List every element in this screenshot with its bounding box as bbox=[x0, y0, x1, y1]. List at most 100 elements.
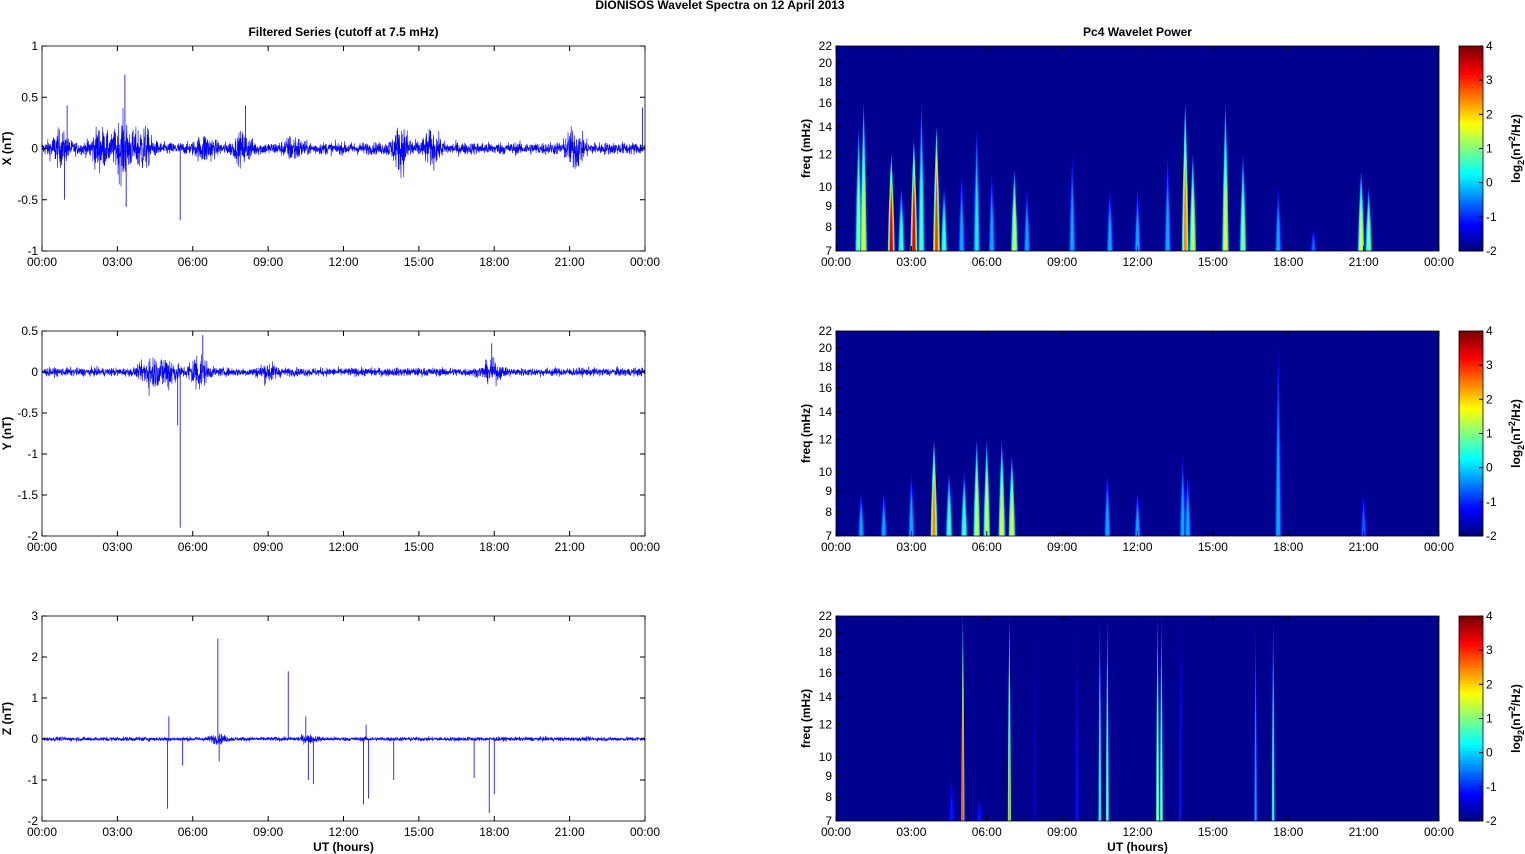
y-tick-label: 8 bbox=[825, 220, 832, 234]
colorbar-segment bbox=[1459, 190, 1483, 194]
x-tick-label: 06:00 bbox=[972, 540, 1002, 554]
colorbar-segment bbox=[1459, 183, 1483, 188]
colorbar-segment bbox=[1459, 455, 1483, 460]
colorbar-segment bbox=[1459, 801, 1483, 806]
colorbar-segment bbox=[1459, 699, 1483, 703]
colorbar-segment bbox=[1459, 465, 1483, 470]
colorbar-segment bbox=[1459, 356, 1483, 361]
x-tick-label: 09:00 bbox=[1047, 540, 1077, 554]
x-tick-label: 15:00 bbox=[404, 825, 434, 839]
colorbar-segment bbox=[1459, 702, 1483, 707]
x-tick-label: 00:00 bbox=[27, 825, 57, 839]
power-blob bbox=[1008, 693, 1011, 821]
x-axis-label: UT (hours) bbox=[313, 840, 374, 854]
x-tick-label: 06:00 bbox=[178, 825, 208, 839]
x-tick-label: 00:00 bbox=[1424, 540, 1454, 554]
colorbar-segment bbox=[1459, 116, 1483, 121]
colorbar-segment bbox=[1459, 430, 1483, 434]
colorbar-tick-label: -1 bbox=[1486, 495, 1497, 509]
y-axis-label: freq (mHz) bbox=[799, 689, 813, 748]
colorbar-segment bbox=[1459, 628, 1483, 633]
colorbar-segment bbox=[1459, 218, 1483, 223]
x-tick-label: 18:00 bbox=[479, 540, 509, 554]
colorbar-segment bbox=[1459, 462, 1483, 467]
y-tick-label: 10 bbox=[819, 465, 833, 479]
colorbar-segment bbox=[1459, 760, 1483, 764]
colorbar-segment bbox=[1459, 414, 1483, 418]
y-tick-label: 7 bbox=[825, 814, 832, 828]
colorbar-tick-label: -1 bbox=[1486, 780, 1497, 794]
colorbar-segment bbox=[1459, 395, 1483, 399]
power-blobs bbox=[948, 616, 1275, 821]
colorbar-segment bbox=[1459, 648, 1483, 652]
power-blob bbox=[990, 201, 994, 251]
colorbar-segment bbox=[1459, 417, 1483, 422]
y-tick-label: 8 bbox=[825, 790, 832, 804]
y-tick-label: 10 bbox=[819, 180, 833, 194]
colorbar-segment bbox=[1459, 532, 1483, 537]
y-tick-label: -1 bbox=[27, 773, 38, 787]
colorbar-tick-label: 2 bbox=[1486, 107, 1493, 121]
colorbar-segment bbox=[1459, 782, 1483, 787]
colorbar-segment bbox=[1459, 721, 1483, 726]
colorbar-segment bbox=[1459, 382, 1483, 386]
colorbar-segment bbox=[1459, 241, 1483, 246]
colorbar-segment bbox=[1459, 347, 1483, 351]
colorbar-segment bbox=[1459, 81, 1483, 85]
colorbar-segment bbox=[1459, 148, 1483, 153]
colorbar-tick-label: 2 bbox=[1486, 677, 1493, 691]
colorbar-segment bbox=[1459, 52, 1483, 57]
colorbar-segment bbox=[1459, 170, 1483, 175]
colorbar-segment bbox=[1459, 340, 1483, 345]
colorbar-segment bbox=[1459, 90, 1483, 95]
y-tick-label: 7 bbox=[825, 529, 832, 543]
colorbar-segment bbox=[1459, 772, 1483, 777]
x-tick-label: 15:00 bbox=[1198, 825, 1228, 839]
colorbar-segment bbox=[1459, 55, 1483, 60]
power-blob bbox=[1106, 693, 1109, 821]
power-blob bbox=[859, 508, 863, 536]
colorbar-segment bbox=[1459, 420, 1483, 425]
colorbar-segment bbox=[1459, 500, 1483, 505]
colorbar-segment bbox=[1459, 513, 1483, 518]
y-tick-label: 0.5 bbox=[21, 324, 38, 338]
colorbar-segment bbox=[1459, 206, 1483, 210]
colorbar-segment bbox=[1459, 734, 1483, 739]
x-tick-label: 03:00 bbox=[896, 540, 926, 554]
x-tick-label: 03:00 bbox=[896, 255, 926, 269]
power-blob bbox=[1025, 211, 1029, 251]
colorbar-segment bbox=[1459, 423, 1483, 428]
x-tick-label: 09:00 bbox=[1047, 825, 1077, 839]
colorbar-segment bbox=[1459, 638, 1483, 643]
colorbar-segment bbox=[1459, 132, 1483, 137]
y-axis-label: freq (mHz) bbox=[799, 119, 813, 178]
y-tick-label: 20 bbox=[819, 341, 833, 355]
panel-title: Pc4 Wavelet Power bbox=[1083, 25, 1192, 39]
colorbar-segment bbox=[1459, 129, 1483, 133]
colorbar-tick-label: 3 bbox=[1486, 643, 1493, 657]
x-tick-label: 12:00 bbox=[1122, 255, 1152, 269]
y-tick-label: 14 bbox=[819, 120, 833, 134]
power-blob bbox=[1241, 191, 1245, 251]
power-blob bbox=[1076, 693, 1078, 821]
y-tick-label: 3 bbox=[31, 609, 38, 623]
colorbar-segment bbox=[1459, 468, 1483, 473]
colorbar-segment bbox=[1459, 622, 1483, 627]
colorbar-segment bbox=[1459, 334, 1483, 338]
colorbar-segment bbox=[1459, 366, 1483, 370]
colorbar-segment bbox=[1459, 331, 1483, 335]
power-blob bbox=[912, 182, 916, 251]
colorbar-segment bbox=[1459, 673, 1483, 678]
x-tick-label: 06:00 bbox=[178, 255, 208, 269]
y-axis-label: freq (mHz) bbox=[799, 404, 813, 463]
colorbar-segment bbox=[1459, 369, 1483, 374]
colorbar-segment bbox=[1459, 126, 1483, 130]
colorbar-segment bbox=[1459, 692, 1483, 697]
colorbar-segment bbox=[1459, 196, 1483, 201]
plot-area bbox=[836, 616, 1439, 821]
y-tick-label: -0.5 bbox=[17, 193, 38, 207]
colorbar-segment bbox=[1459, 686, 1483, 691]
colorbar-segment bbox=[1459, 651, 1483, 655]
y-tick-label: 22 bbox=[819, 609, 833, 623]
